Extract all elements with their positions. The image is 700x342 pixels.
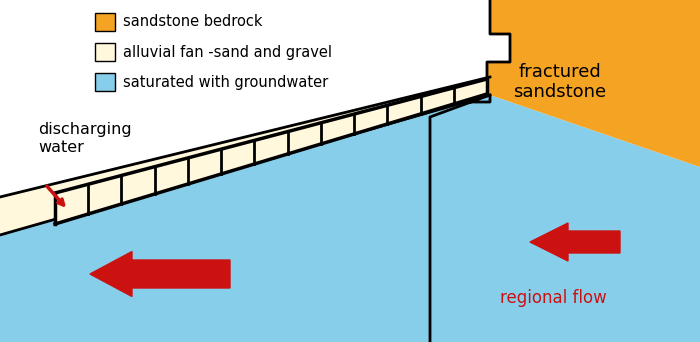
Text: saturated with groundwater: saturated with groundwater [123,75,328,90]
Polygon shape [0,77,490,235]
FancyArrow shape [90,251,230,297]
Bar [95,43,115,61]
Text: fractured
sandstone: fractured sandstone [513,63,607,102]
Polygon shape [465,0,700,167]
Polygon shape [0,95,700,342]
Text: discharging
water: discharging water [38,122,132,155]
Text: regional flow: regional flow [500,289,606,306]
Bar [95,13,115,31]
Bar [95,73,115,91]
Text: alluvial fan -sand and gravel: alluvial fan -sand and gravel [123,44,332,60]
Text: sandstone bedrock: sandstone bedrock [123,14,262,29]
Polygon shape [55,79,487,224]
FancyArrow shape [530,223,620,261]
